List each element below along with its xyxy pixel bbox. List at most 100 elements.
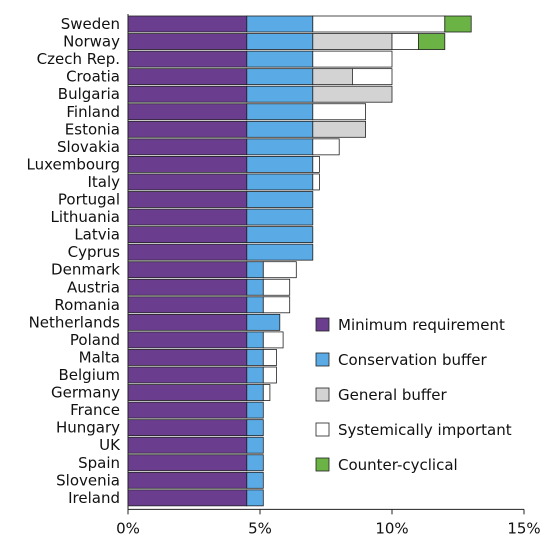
bar-italy-conservation-buffer (246, 173, 314, 191)
bar-portugal-conservation-buffer (246, 191, 314, 208)
category-label-netherlands: Netherlands (29, 313, 121, 331)
bar-lithuania-minimum-requirement (127, 208, 248, 226)
bar-austria-systemically-important (262, 278, 291, 296)
bar-portugal-minimum-requirement (127, 191, 248, 208)
bar-austria-conservation-buffer (246, 278, 264, 296)
category-label-lithuania: Lithuania (51, 208, 120, 226)
bar-bulgaria-minimum-requirement (127, 85, 248, 103)
x-tick-label: 0% (116, 519, 140, 537)
bar-spain-minimum-requirement (127, 454, 248, 472)
category-label-denmark: Denmark (51, 261, 120, 279)
category-label-italy: Italy (87, 173, 120, 191)
bar-luxembourg-systemically-important (312, 155, 320, 173)
bar-norway-conservation-buffer (246, 33, 314, 50)
bars-layer (127, 15, 472, 507)
category-label-sweden: Sweden (61, 15, 120, 33)
bar-slovenia-conservation-buffer (246, 471, 264, 489)
bar-latvia-conservation-buffer (246, 226, 314, 244)
bar-croatia-conservation-buffer (246, 68, 314, 86)
category-label-uk: UK (99, 436, 121, 454)
bar-hungary-conservation-buffer (246, 419, 264, 437)
legend-label-systemically-important: Systemically important (338, 421, 512, 439)
category-label-germany: Germany (51, 384, 120, 402)
bar-cyprus-minimum-requirement (127, 243, 248, 261)
category-label-slovakia: Slovakia (57, 138, 120, 156)
bar-bulgaria-general-buffer (312, 85, 393, 103)
bar-slovakia-conservation-buffer (246, 138, 314, 156)
bar-czech-rep-conservation-buffer (246, 50, 314, 68)
bar-germany-minimum-requirement (127, 384, 248, 401)
legend: Minimum requirement Conservation buffer Ge… (315, 316, 512, 474)
bar-belgium-conservation-buffer (246, 366, 264, 384)
bar-croatia-minimum-requirement (127, 68, 248, 86)
bar-sweden-systemically-important (312, 15, 446, 33)
category-label-france: France (70, 401, 120, 419)
legend-swatch-conservation-buffer (315, 352, 330, 367)
category-label-belgium: Belgium (59, 366, 121, 384)
legend-label-counter-cyclical: Counter-cyclical (338, 456, 458, 474)
bar-croatia-general-buffer (312, 68, 353, 86)
bar-finland-minimum-requirement (127, 103, 248, 121)
bar-france-conservation-buffer (246, 401, 264, 419)
bar-finland-systemically-important (312, 103, 366, 121)
bar-austria-minimum-requirement (127, 278, 248, 296)
bar-malta-systemically-important (262, 349, 277, 366)
bar-sweden-conservation-buffer (246, 15, 314, 33)
bar-sweden-minimum-requirement (127, 15, 248, 33)
category-label-estonia: Estonia (65, 120, 120, 138)
bar-malta-conservation-buffer (246, 349, 264, 366)
category-label-croatia: Croatia (66, 68, 120, 86)
category-label-spain: Spain (78, 454, 120, 472)
bar-estonia-minimum-requirement (127, 120, 248, 138)
bar-romania-systemically-important (262, 296, 291, 314)
bar-norway-systemically-important (391, 33, 419, 50)
x-tick-label: 5% (248, 519, 272, 537)
bar-italy-systemically-important (312, 173, 320, 191)
category-label-luxembourg: Luxembourg (27, 155, 121, 173)
category-label-romania: Romania (54, 296, 120, 314)
category-label-norway: Norway (63, 33, 120, 51)
bar-luxembourg-minimum-requirement (127, 155, 248, 173)
bar-estonia-conservation-buffer (246, 120, 314, 138)
legend-label-general-buffer: General buffer (338, 386, 447, 404)
bar-netherlands-conservation-buffer (246, 313, 281, 331)
category-label-latvia: Latvia (74, 226, 120, 244)
category-label-ireland: Ireland (68, 489, 120, 507)
category-label-hungary: Hungary (56, 419, 120, 437)
legend-swatch-systemically-important (315, 422, 330, 437)
bar-norway-minimum-requirement (127, 33, 248, 50)
x-axis: 0% 5% 10% 15% (116, 14, 541, 537)
bar-germany-systemically-important (262, 384, 271, 401)
bar-hungary-minimum-requirement (127, 419, 248, 437)
bar-slovakia-minimum-requirement (127, 138, 248, 156)
bar-latvia-minimum-requirement (127, 226, 248, 244)
bar-denmark-conservation-buffer (246, 261, 264, 279)
bar-romania-minimum-requirement (127, 296, 248, 314)
bar-malta-minimum-requirement (127, 349, 248, 366)
bar-lithuania-conservation-buffer (246, 208, 314, 226)
category-label-czech-rep: Czech Rep. (37, 50, 120, 68)
legend-swatch-general-buffer (315, 387, 330, 402)
bar-italy-minimum-requirement (127, 173, 248, 191)
bar-slovakia-systemically-important (312, 138, 340, 156)
bar-denmark-minimum-requirement (127, 261, 248, 279)
legend-label-conservation-buffer: Conservation buffer (338, 351, 488, 369)
bar-ireland-minimum-requirement (127, 489, 248, 507)
bar-norway-general-buffer (312, 33, 393, 50)
bar-poland-minimum-requirement (127, 331, 248, 349)
bar-finland-conservation-buffer (246, 103, 314, 121)
category-label-slovenia: Slovenia (56, 471, 120, 489)
bar-spain-conservation-buffer (246, 454, 264, 472)
category-label-portugal: Portugal (58, 191, 120, 209)
bar-france-minimum-requirement (127, 401, 248, 419)
bar-belgium-minimum-requirement (127, 366, 248, 384)
bar-romania-conservation-buffer (246, 296, 264, 314)
category-label-austria: Austria (67, 278, 120, 296)
category-label-finland: Finland (66, 103, 120, 121)
bar-poland-conservation-buffer (246, 331, 264, 349)
legend-label-minimum-requirement: Minimum requirement (338, 316, 505, 334)
legend-swatch-minimum-requirement (315, 317, 330, 332)
bar-czech-rep-minimum-requirement (127, 50, 248, 68)
